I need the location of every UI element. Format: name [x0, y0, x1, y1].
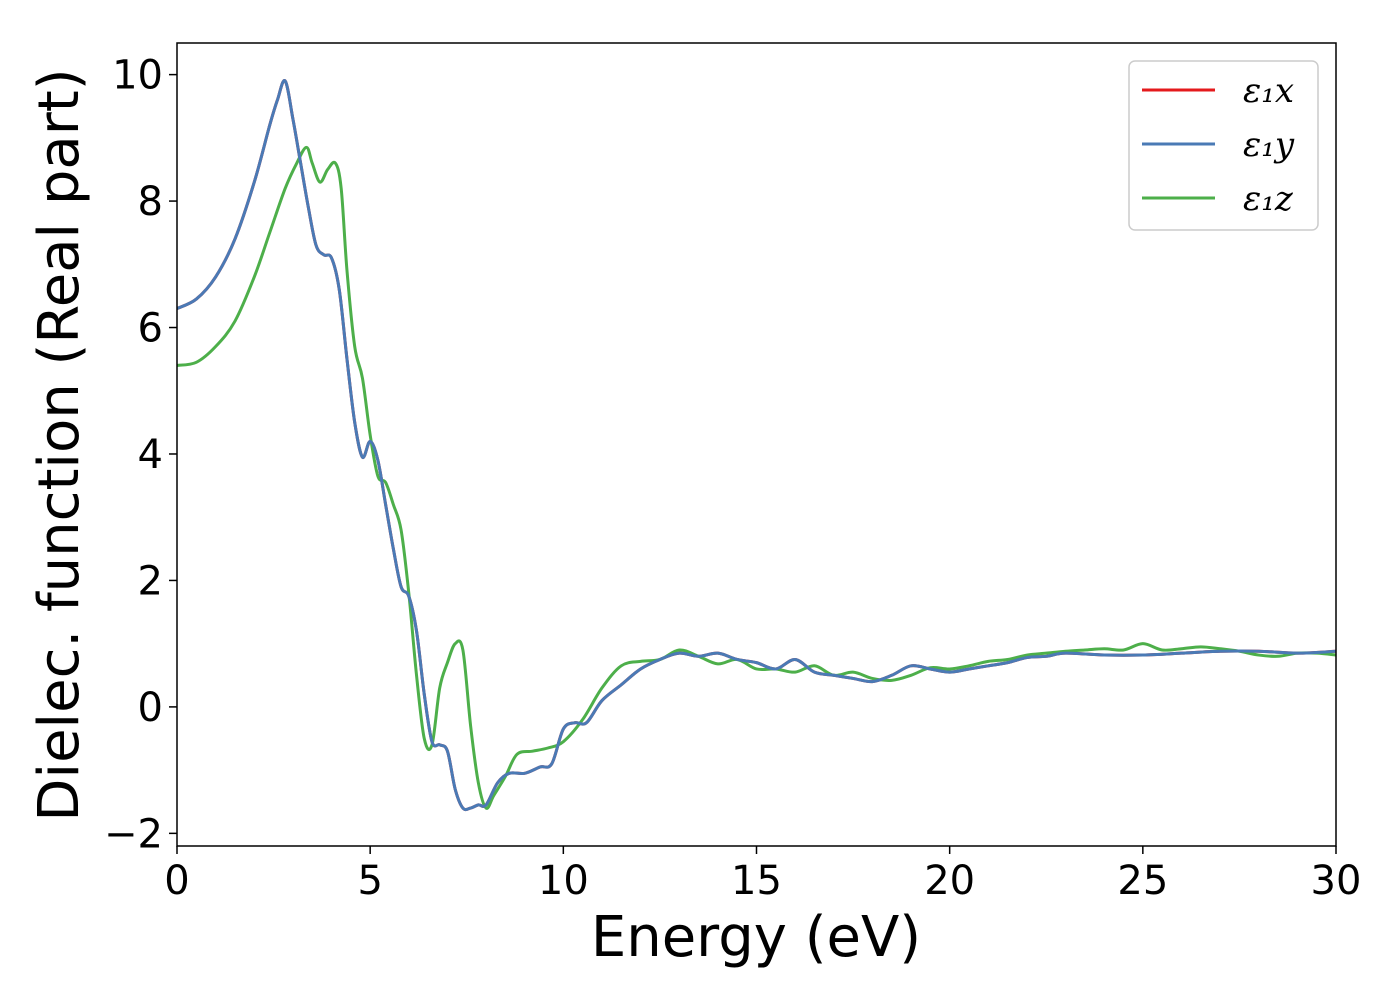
y-tick-label: 2 [138, 558, 163, 604]
x-tick-label: 15 [731, 858, 782, 904]
y-tick-label: −2 [104, 811, 163, 857]
y-tick-label: 4 [138, 432, 163, 478]
legend-label: ε₁y [1243, 125, 1295, 165]
series-line-3 [177, 145, 1336, 810]
y-axis-title: Dielec. function (Real part) [27, 68, 92, 821]
x-axis-title: Energy (eV) [591, 905, 921, 970]
x-axis: 0 5 10 15 20 25 30 [164, 846, 1361, 904]
x-tick-label: 0 [164, 858, 189, 904]
x-tick-label: 25 [1117, 858, 1168, 904]
series-line-2 [177, 79, 1336, 812]
legend-box [1128, 60, 1319, 231]
series-lines [177, 79, 1336, 812]
y-tick-label: 8 [138, 179, 163, 225]
x-tick-label: 10 [538, 858, 589, 904]
y-tick-label: 6 [138, 306, 163, 352]
x-tick-label: 30 [1311, 858, 1362, 904]
legend-label: ε₁z [1243, 179, 1294, 219]
legend: ε₁x ε₁y ε₁z [1128, 60, 1319, 231]
x-tick-label: 20 [924, 858, 975, 904]
x-tick-label: 5 [357, 858, 382, 904]
y-axis: −2 0 2 4 6 8 10 [104, 53, 177, 857]
y-tick-label: 10 [112, 53, 163, 99]
y-tick-label: 0 [138, 685, 163, 731]
legend-label: ε₁x [1243, 71, 1294, 111]
